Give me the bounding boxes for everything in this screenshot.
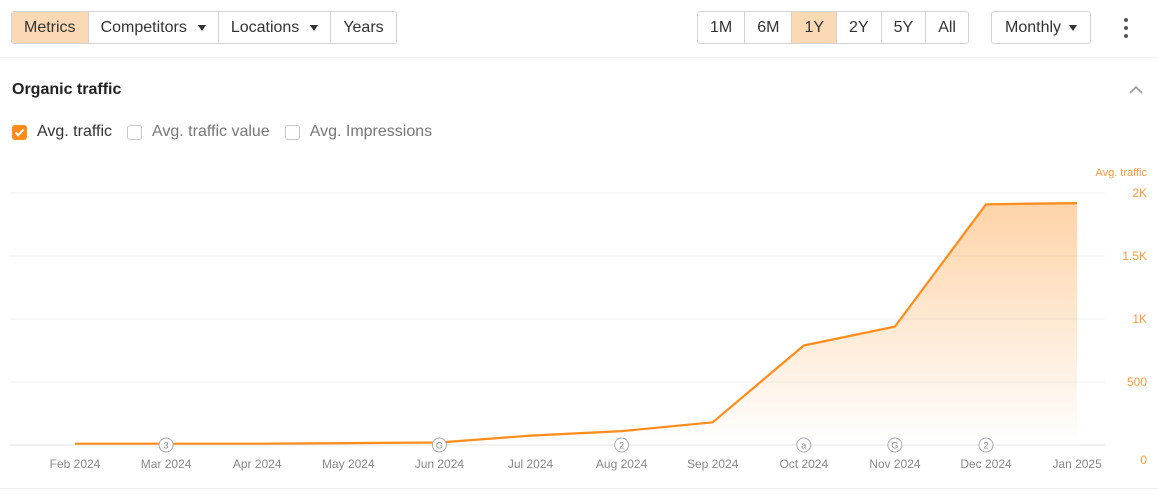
annotation-marker: [614, 437, 630, 453]
legend-label: Avg. traffic: [37, 123, 112, 140]
data-point: [528, 433, 533, 438]
range-label: 1Y: [804, 18, 825, 36]
annotation-marker: [887, 437, 903, 453]
metric-legend: Avg. traffic Avg. traffic value Avg. Impre…: [12, 122, 447, 142]
data-point: [619, 429, 624, 434]
data-point: [73, 441, 78, 446]
range-2y[interactable]: 2Y: [837, 12, 882, 43]
x-tick-label: Sep 2024: [687, 457, 739, 471]
divider: [0, 488, 1158, 489]
annotation-label: 3: [164, 441, 169, 451]
data-point: [892, 324, 897, 329]
range-label: 6M: [757, 18, 780, 36]
x-tick-label: Mar 2024: [141, 457, 192, 471]
x-tick-label: Jan 2025: [1052, 457, 1102, 471]
tab-competitors[interactable]: Competitors: [88, 12, 219, 43]
annotation-marker: [431, 437, 447, 453]
annotation-marker: [158, 437, 174, 453]
chevron-down-icon: [1069, 24, 1078, 31]
organic-traffic-chart: Avg. traffic 0 500 1K 1.5K 2K Feb 2024 Mar 2024…: [10, 167, 1148, 471]
data-point: [1075, 201, 1080, 206]
y-tick-label: 1K: [1132, 312, 1147, 326]
checkbox-icon[interactable]: [127, 124, 142, 140]
data-point: [255, 441, 260, 446]
tab-label: Competitors: [100, 18, 187, 36]
range-1m[interactable]: 1M: [698, 12, 746, 43]
data-point: [346, 441, 351, 446]
range-1y[interactable]: 1Y: [792, 12, 838, 43]
view-tab-group: Metrics Competitors Locations Years: [11, 11, 397, 44]
section-title: Organic traffic: [12, 81, 122, 98]
y-tick-label: 500: [1127, 375, 1147, 389]
annotation-label: G: [436, 441, 443, 451]
granularity-dropdown[interactable]: Monthly: [991, 11, 1092, 44]
annotation-marker: [978, 437, 994, 453]
y-tick-label: 2K: [1132, 186, 1147, 200]
tab-locations[interactable]: Locations: [218, 12, 332, 43]
x-tick-label: Jul 2024: [508, 457, 554, 471]
x-tick-label: Jun 2024: [415, 457, 465, 471]
y-tick-label: 0: [1140, 453, 1147, 467]
legend-item-avg-traffic-value[interactable]: Avg. traffic value: [127, 123, 270, 141]
chevron-up-icon[interactable]: [1128, 84, 1144, 96]
x-tick-label: Feb 2024: [50, 457, 101, 471]
annotation-label: a: [801, 441, 806, 451]
tab-label: Locations: [230, 18, 300, 36]
range-all[interactable]: All: [926, 12, 968, 43]
annotation-label: G: [891, 441, 898, 451]
annotation-label: 2: [619, 441, 624, 451]
annotation-label: 2: [983, 441, 988, 451]
checkbox-checked-icon[interactable]: [12, 124, 27, 140]
legend-item-avg-traffic[interactable]: Avg. traffic: [12, 123, 112, 141]
legend-label: Avg. Impressions: [309, 123, 433, 140]
tab-label: Years: [343, 18, 384, 36]
tab-label: Metrics: [24, 18, 76, 36]
y-tick-label: 1.5K: [1122, 249, 1147, 263]
x-tick-label: Dec 2024: [960, 457, 1012, 471]
x-tick-label: May 2024: [322, 457, 375, 471]
range-label: All: [938, 18, 956, 36]
x-tick-label: Oct 2024: [779, 457, 828, 471]
range-label: 5Y: [893, 18, 914, 36]
chevron-down-icon: [310, 24, 319, 31]
kebab-vertical-icon[interactable]: [1120, 16, 1132, 40]
x-tick-label: Apr 2024: [233, 457, 282, 471]
range-6m[interactable]: 6M: [745, 12, 793, 43]
tab-metrics[interactable]: Metrics: [12, 12, 89, 43]
data-point: [801, 343, 806, 348]
legend-item-avg-impressions[interactable]: Avg. Impressions: [284, 123, 433, 141]
range-label: 1M: [710, 18, 733, 36]
data-point: [984, 202, 989, 207]
data-point: [710, 420, 715, 425]
series-line-avg-traffic: [75, 202, 1078, 445]
x-tick-label: Aug 2024: [596, 457, 648, 471]
annotation-marker: [796, 437, 812, 453]
granularity-label: Monthly: [1005, 18, 1062, 36]
toolbar: Metrics Competitors Locations Years 1M 6M 1Y 2…: [0, 0, 1158, 58]
series-area-avg-traffic: [75, 203, 1078, 445]
range-5y[interactable]: 5Y: [881, 12, 927, 43]
checkbox-icon[interactable]: [284, 124, 300, 140]
chevron-down-icon: [197, 24, 206, 31]
time-range-group: 1M 6M 1Y 2Y 5Y All: [697, 11, 969, 44]
range-label: 2Y: [849, 18, 869, 36]
legend-label: Avg. traffic value: [152, 123, 270, 140]
x-tick-label: Nov 2024: [869, 457, 921, 471]
tab-years[interactable]: Years: [331, 12, 396, 43]
y-axis-title: Avg. traffic: [1095, 167, 1147, 179]
